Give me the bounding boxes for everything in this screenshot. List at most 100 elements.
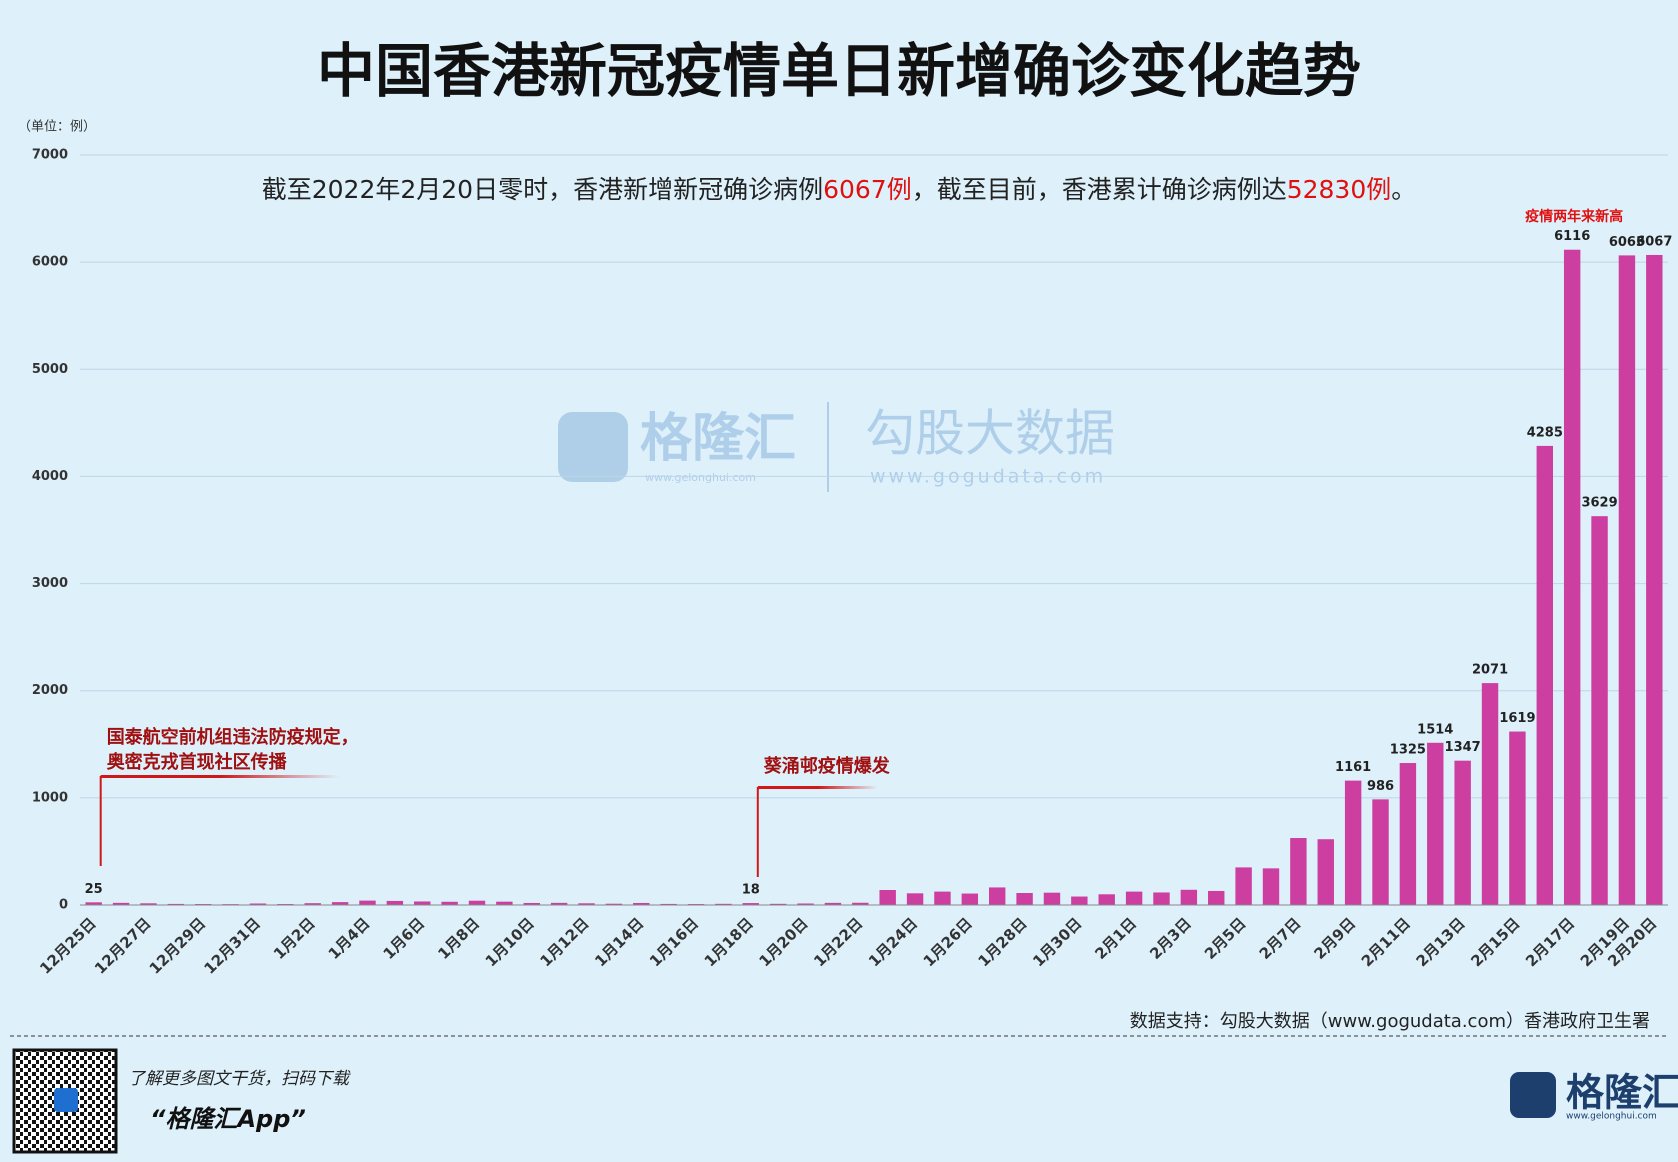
bar	[414, 901, 431, 905]
value-label: 2071	[1472, 663, 1508, 678]
bar	[1536, 445, 1554, 905]
x-tick-label: 2月17日	[1522, 914, 1578, 970]
value-label: 1161	[1335, 760, 1371, 775]
bar	[1618, 255, 1636, 906]
footer-app: “格隆汇App”	[150, 1105, 306, 1133]
bar	[742, 903, 760, 905]
bar	[1043, 892, 1061, 905]
x-tick-label: 1月26日	[920, 914, 976, 970]
subtitle: 截至2022年2月20日零时，香港新增新冠确诊病例6067例，截至目前，香港累计…	[262, 175, 1417, 204]
bar	[660, 903, 677, 905]
bar	[140, 903, 157, 905]
bar	[906, 893, 924, 905]
x-tick-label: 1月6日	[380, 914, 429, 963]
x-tick-label: 1月20日	[755, 914, 811, 970]
value-label: 6116	[1554, 229, 1590, 244]
bar	[988, 887, 1006, 905]
value-label: 6063	[1609, 235, 1645, 250]
annotation-line	[757, 786, 878, 789]
bar	[1016, 893, 1033, 905]
bar	[715, 903, 732, 905]
value-label: 1347	[1445, 740, 1481, 755]
x-tick-label: 1月22日	[810, 914, 866, 970]
value-label: 1619	[1499, 711, 1535, 726]
bar	[769, 903, 787, 905]
footer-text: 了解更多图文干货，扫码下载	[128, 1069, 351, 1089]
bar	[578, 903, 595, 905]
x-tick-label: 1月2日	[270, 914, 319, 963]
bar	[1125, 891, 1143, 905]
y-tick-label: 7000	[32, 148, 68, 163]
bar	[249, 903, 267, 905]
annotation-line	[100, 775, 340, 778]
x-tick-label: 2月1日	[1091, 914, 1140, 963]
bar	[1262, 868, 1280, 905]
bar	[85, 902, 102, 905]
value-label: 25	[85, 882, 103, 897]
bar	[523, 902, 540, 905]
x-tick-label: 12月27日	[91, 914, 154, 977]
x-tick-label: 2月3日	[1146, 914, 1195, 963]
y-tick-label: 1000	[32, 790, 68, 805]
x-tick-label: 2月13日	[1413, 914, 1469, 970]
x-tick-label: 2月5日	[1201, 914, 1250, 963]
bar	[1481, 683, 1499, 905]
bar	[934, 891, 951, 905]
bar	[605, 903, 623, 905]
bar	[1071, 896, 1088, 905]
x-tick-label: 1月8日	[434, 914, 483, 963]
x-tick-label: 1月30日	[1029, 914, 1085, 970]
value-label: 4285	[1527, 425, 1563, 440]
bar	[1454, 760, 1471, 905]
bar	[1098, 894, 1115, 905]
watermark-url: www.gelonghui.com	[645, 471, 756, 484]
x-tick-label: 12月29日	[146, 914, 209, 977]
bar	[1290, 838, 1307, 905]
y-tick-label: 4000	[32, 469, 68, 484]
watermark-logo	[558, 412, 628, 482]
bar	[1591, 516, 1608, 905]
annotation: 疫情两年来新高	[1525, 208, 1623, 225]
bar	[167, 903, 185, 905]
annotation: 奥密克戎首现社区传播	[107, 751, 288, 773]
bar	[359, 900, 376, 905]
logo-mark	[1510, 1072, 1556, 1118]
bar	[852, 902, 869, 905]
subtitle-highlight: 52830例	[1287, 175, 1392, 204]
bar	[879, 890, 896, 905]
bar	[633, 902, 650, 905]
value-label: 3629	[1581, 496, 1617, 511]
watermark-text: 格隆汇	[640, 409, 796, 469]
y-tick-label: 5000	[32, 362, 68, 377]
x-tick-label: 2月15日	[1467, 914, 1523, 970]
x-tick-label: 1月18日	[701, 914, 757, 970]
y-tick-label: 3000	[32, 576, 68, 591]
x-tick-label: 2月7日	[1256, 914, 1305, 963]
bar	[824, 902, 842, 905]
bar	[1646, 254, 1663, 905]
bar	[1235, 867, 1252, 905]
bar	[468, 900, 486, 905]
bar	[496, 901, 513, 905]
bar	[112, 902, 130, 905]
bar	[1208, 890, 1225, 905]
bar	[961, 893, 979, 905]
subtitle-part: 。	[1391, 175, 1416, 204]
bar	[386, 900, 404, 905]
annotation: 国泰航空前机组违法防疫规定，	[107, 726, 359, 748]
x-tick-label: 1月16日	[646, 914, 702, 970]
chart-title: 中国香港新冠疫情单日新增确诊变化趋势	[317, 37, 1361, 105]
watermark-text: 勾股大数据	[865, 405, 1115, 463]
y-tick-label: 2000	[32, 683, 68, 698]
bar	[1180, 889, 1198, 905]
bar	[331, 902, 349, 905]
source: 数据支持：勾股大数据（www.gogudata.com）香港政府卫生署	[1130, 1011, 1650, 1032]
bar	[441, 901, 458, 905]
bar	[1399, 763, 1417, 905]
bar	[1344, 780, 1362, 905]
value-label: 1514	[1417, 722, 1453, 737]
subtitle-part: ，截至目前，香港累计确诊病例达	[912, 175, 1287, 204]
x-tick-label: 1月14日	[591, 914, 647, 970]
x-tick-label: 12月25日	[36, 914, 99, 977]
